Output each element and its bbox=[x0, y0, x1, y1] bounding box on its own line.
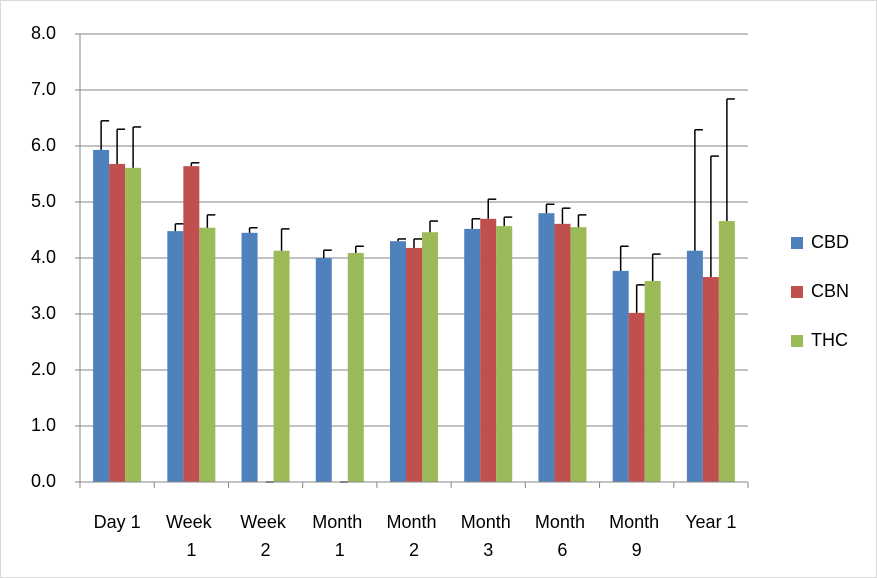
bar bbox=[406, 247, 422, 482]
y-tick-label: 5.0 bbox=[31, 191, 56, 211]
y-tick-label: 3.0 bbox=[31, 303, 56, 323]
y-tick-label: 4.0 bbox=[31, 247, 56, 267]
legend-swatch bbox=[791, 237, 803, 249]
bar bbox=[628, 312, 645, 482]
bar bbox=[390, 241, 406, 482]
bar bbox=[273, 250, 290, 482]
x-tick-label: Month 3 bbox=[461, 512, 516, 560]
legend-swatch bbox=[791, 335, 803, 347]
y-tick-label: 7.0 bbox=[31, 79, 56, 99]
y-tick-label: 6.0 bbox=[31, 135, 56, 155]
bar bbox=[686, 250, 703, 482]
legend-label: THC bbox=[811, 330, 848, 350]
bar bbox=[109, 163, 126, 483]
legend-label: CBN bbox=[811, 281, 849, 301]
x-tick-label: Month 9 bbox=[609, 512, 664, 560]
bar bbox=[702, 277, 719, 482]
x-tick-label: Month 6 bbox=[535, 512, 590, 560]
bar bbox=[554, 223, 571, 482]
bar bbox=[538, 213, 555, 482]
bar bbox=[480, 218, 497, 483]
bar bbox=[93, 149, 110, 483]
bar bbox=[167, 231, 184, 482]
bar bbox=[183, 166, 200, 482]
bar bbox=[199, 227, 216, 482]
bar bbox=[644, 280, 661, 482]
bar bbox=[241, 232, 258, 482]
legend-label: CBD bbox=[811, 232, 849, 252]
y-tick-label: 2.0 bbox=[31, 359, 56, 379]
x-tick-label: Week 1 bbox=[166, 512, 217, 560]
bar bbox=[464, 228, 481, 482]
bar bbox=[718, 221, 735, 483]
y-tick-label: 1.0 bbox=[31, 415, 56, 435]
x-tick-label: Week 2 bbox=[240, 512, 291, 560]
x-tick-label: Year 1 bbox=[685, 512, 736, 532]
legend-swatch bbox=[791, 286, 803, 298]
y-tick-label: 8.0 bbox=[31, 23, 56, 43]
bar bbox=[422, 232, 438, 482]
bar bbox=[347, 252, 364, 482]
bar bbox=[315, 258, 332, 482]
y-tick-label: 0.0 bbox=[31, 471, 56, 491]
bar bbox=[496, 226, 513, 482]
bar bbox=[612, 270, 629, 482]
bar bbox=[570, 227, 587, 482]
x-tick-label: Month 2 bbox=[386, 512, 441, 560]
bar bbox=[125, 167, 142, 482]
x-tick-label: Month 1 bbox=[312, 512, 367, 560]
x-tick-label: Day 1 bbox=[94, 512, 141, 532]
